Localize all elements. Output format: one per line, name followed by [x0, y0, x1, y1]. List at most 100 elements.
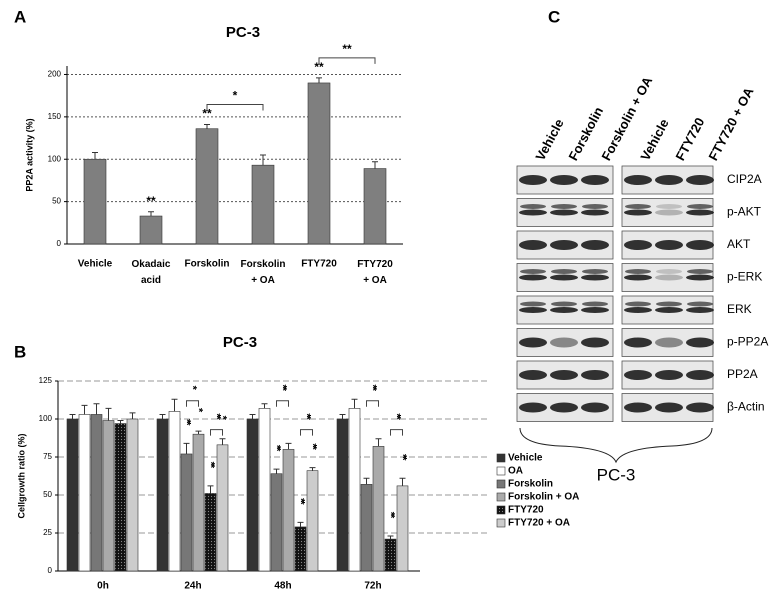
bar [363, 168, 387, 245]
band [686, 209, 714, 216]
band [581, 337, 609, 348]
bracket-label: * [233, 89, 238, 103]
bar [168, 411, 181, 572]
y-tick-label: 50 [43, 490, 52, 499]
error-bar [372, 161, 378, 169]
error-bar [219, 438, 226, 445]
error-bar [207, 485, 214, 494]
significance: ** [271, 445, 283, 452]
x-tick-label: 72h [364, 581, 381, 592]
band [550, 337, 578, 348]
band [581, 209, 609, 216]
band [686, 370, 714, 380]
band [519, 370, 547, 380]
legend-label: OA [508, 466, 523, 477]
band [551, 301, 577, 307]
band [687, 269, 713, 274]
band [581, 274, 609, 281]
band [551, 269, 577, 274]
legend-label: FTY720 + OA [508, 518, 570, 529]
error-bar [273, 468, 280, 474]
y-tick-label: 25 [43, 528, 52, 537]
bracket-label: ** [277, 384, 289, 391]
error-bar [260, 154, 266, 166]
band [550, 307, 578, 313]
bracket [390, 429, 403, 436]
band [550, 240, 578, 250]
bar [396, 485, 409, 572]
bar [180, 453, 193, 572]
bar [348, 408, 361, 572]
x-tick-label: 48h [274, 581, 291, 592]
y-tick-label: 100 [48, 154, 62, 163]
bar [216, 444, 229, 572]
x-tick-label: Forskolin [184, 259, 229, 270]
bracket [318, 57, 376, 64]
band [582, 204, 608, 209]
protein-label: PP2A [727, 367, 758, 381]
y-axis-label: Cellgrowth ratio (%) [16, 433, 26, 518]
band [686, 402, 714, 413]
x-tick-label: 24h [184, 581, 201, 592]
band [519, 307, 547, 313]
significance: * [193, 408, 205, 413]
bar [384, 538, 397, 572]
bar [270, 473, 283, 572]
band [550, 370, 578, 380]
error-bar [363, 477, 370, 485]
bar [90, 414, 103, 572]
error-bar [81, 404, 88, 415]
error-bar [171, 398, 178, 412]
error-bar [375, 438, 382, 447]
bracket [276, 400, 289, 407]
bar [246, 418, 259, 572]
bar [83, 158, 107, 245]
band [624, 307, 652, 313]
band [625, 204, 651, 209]
band [519, 274, 547, 281]
bar [251, 164, 275, 245]
legend-swatch [496, 453, 506, 463]
band [624, 240, 652, 250]
band [550, 402, 578, 413]
x-tick-line: Okadaic [132, 259, 171, 270]
y-tick-label: 75 [43, 452, 52, 461]
legend-swatch [496, 479, 506, 489]
y-tick-label: 0 [48, 566, 53, 575]
band [655, 307, 683, 313]
protein-label: β-Actin [727, 400, 765, 414]
x-tick-label: Forskolin + OA [240, 259, 285, 286]
bracket-label: ** [367, 384, 379, 391]
error-bar [105, 407, 112, 421]
band [687, 204, 713, 209]
band [686, 307, 714, 313]
error-bar [261, 403, 268, 409]
band [520, 269, 546, 274]
bar [156, 418, 169, 572]
legend-swatch [496, 466, 506, 476]
bar [336, 418, 349, 572]
lane-label: FTY720 [672, 115, 707, 163]
lane-label: FTY720 + OA [705, 84, 756, 163]
legend-swatch [496, 505, 506, 515]
band [656, 301, 682, 307]
significance: ** [205, 462, 217, 469]
legend-label: Forskolin [508, 479, 553, 490]
significance: ** [202, 107, 212, 121]
band [624, 337, 652, 348]
bar [282, 449, 295, 572]
y-tick-label: 125 [39, 376, 53, 385]
band [582, 301, 608, 307]
bracket [186, 400, 199, 407]
x-tick-line: acid [141, 275, 161, 286]
panel-label: A [14, 7, 26, 26]
panel-label: B [14, 342, 26, 361]
band [624, 402, 652, 413]
band [550, 274, 578, 281]
band [550, 209, 578, 216]
bar [195, 128, 219, 245]
band [624, 274, 652, 281]
bracket-label: ** [211, 413, 223, 420]
